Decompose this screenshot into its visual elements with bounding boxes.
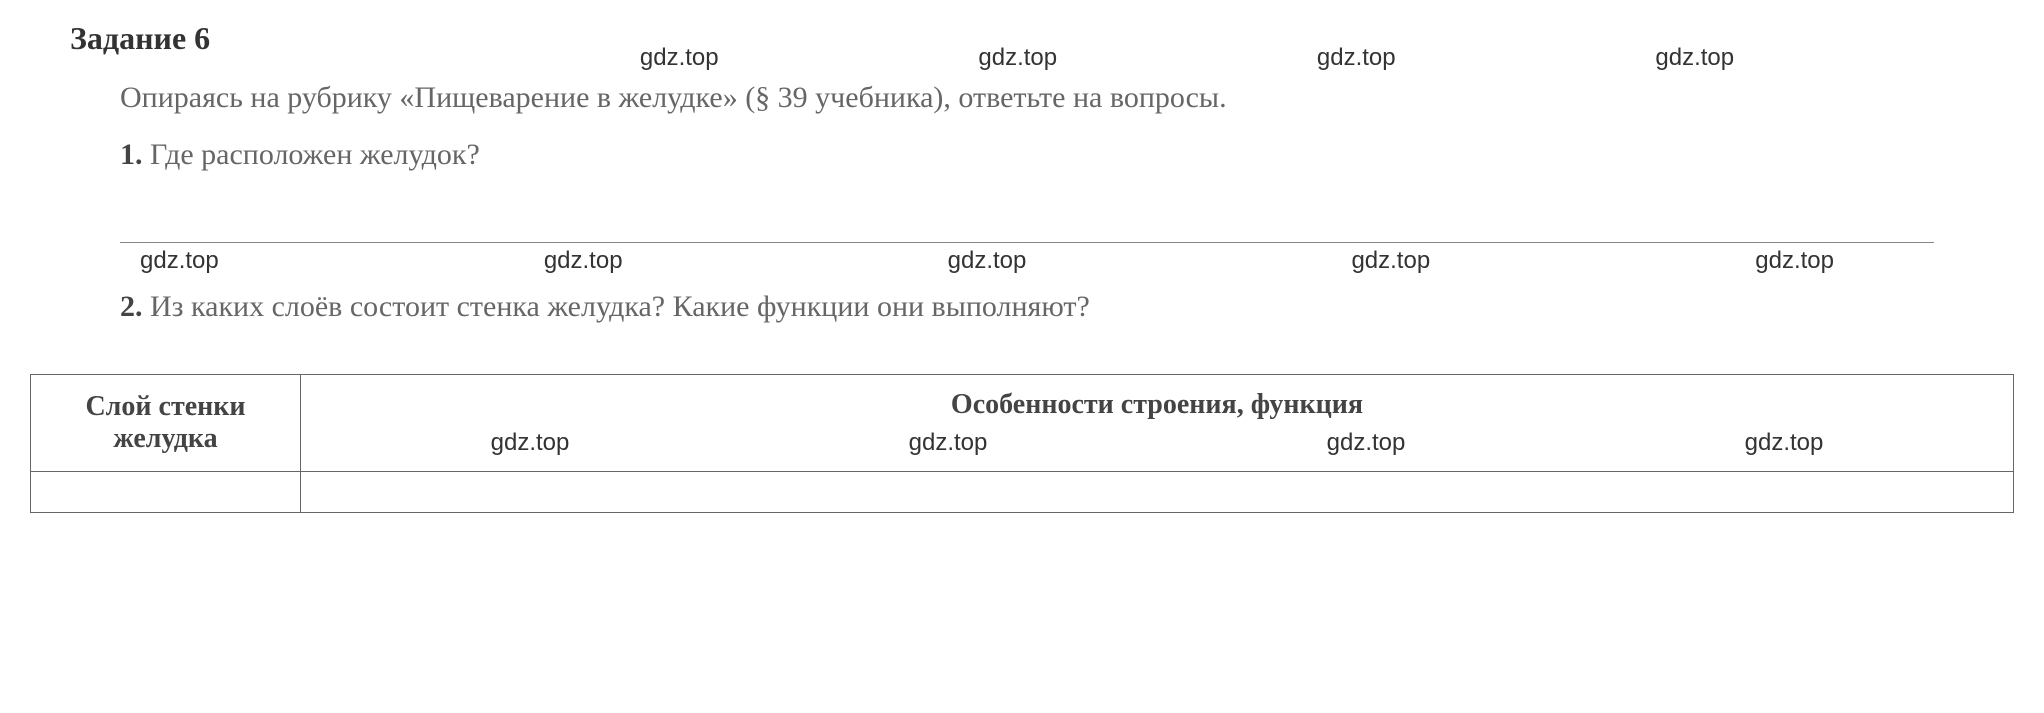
watermark: gdz.top: [1317, 44, 1396, 72]
table-column-header-function: Особенности строения, функция gdz.top gd…: [301, 375, 2014, 472]
answer-line: [120, 242, 1934, 243]
table-cell: [301, 472, 2014, 513]
question-2: 2. Из каких слоёв состоит стенка желудка…: [30, 290, 2014, 324]
watermark: gdz.top: [1755, 247, 1834, 275]
watermark-row: gdz.top gdz.top gdz.top gdz.top gdz.top: [30, 247, 2014, 275]
watermark: gdz.top: [909, 429, 988, 457]
watermark: gdz.top: [1351, 247, 1430, 275]
watermark: gdz.top: [1655, 44, 1734, 72]
watermark-row-top: gdz.top gdz.top gdz.top gdz.top: [30, 44, 2014, 72]
table-header-row: Слой стенки желудка Особенности строения…: [31, 375, 2014, 472]
watermark: gdz.top: [1745, 429, 1824, 457]
column-title: Особенности строения, функция: [321, 389, 1993, 421]
watermark: gdz.top: [640, 44, 719, 72]
question-number: 1.: [120, 138, 143, 171]
watermark: gdz.top: [948, 247, 1027, 275]
stomach-layers-table: Слой стенки желудка Особенности строения…: [30, 374, 2014, 513]
table-row: [31, 472, 2014, 513]
watermark: gdz.top: [491, 429, 570, 457]
question-text: Где расположен желудок?: [150, 138, 480, 171]
watermark: gdz.top: [544, 247, 623, 275]
table-container: Слой стенки желудка Особенности строения…: [30, 374, 2014, 513]
watermark: gdz.top: [1327, 429, 1406, 457]
table-column-header-layer: Слой стенки желудка: [31, 375, 301, 472]
table-cell: [31, 472, 301, 513]
task-description: Опираясь на рубрику «Пищеварение в желуд…: [30, 75, 2014, 120]
question-text: Из каких слоёв состоит стенка желудка? К…: [150, 290, 1090, 323]
watermark: gdz.top: [978, 44, 1057, 72]
watermark-row-in-table: gdz.top gdz.top gdz.top gdz.top: [321, 429, 1993, 457]
watermark: gdz.top: [140, 247, 219, 275]
question-number: 2.: [120, 290, 143, 323]
question-1: 1. Где расположен желудок?: [30, 138, 2014, 172]
